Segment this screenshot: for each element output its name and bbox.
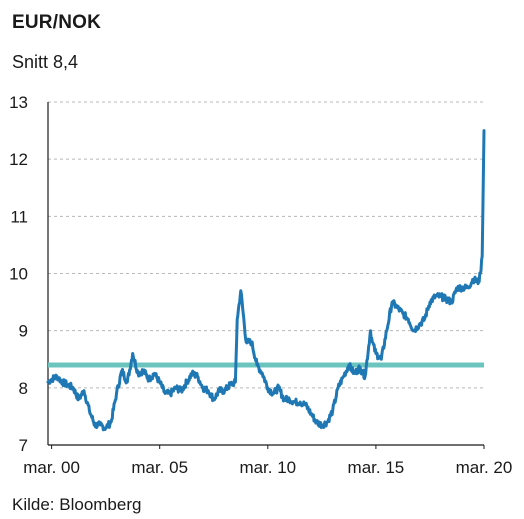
x-tick-label: mar. 00: [23, 458, 80, 477]
chart-title: EUR/NOK: [12, 12, 102, 33]
chart-subtitle: Snitt 8,4: [12, 52, 79, 72]
x-tick-label: mar. 15: [348, 458, 405, 477]
y-tick-label: 10: [9, 265, 28, 284]
y-tick-label: 13: [9, 93, 28, 112]
y-tick-label: 7: [19, 436, 28, 455]
x-tick-label: mar. 05: [131, 458, 188, 477]
y-tick-label: 11: [10, 207, 28, 226]
y-tick-label: 12: [9, 150, 28, 169]
x-tick-label: mar. 10: [239, 458, 296, 477]
y-tick-label: 8: [19, 379, 28, 398]
x-tick-label: mar. 20: [456, 458, 513, 477]
eur-nok-series-line: [46, 129, 486, 432]
chart-source: Kilde: Bloomberg: [12, 495, 142, 514]
y-tick-label: 9: [19, 322, 28, 341]
